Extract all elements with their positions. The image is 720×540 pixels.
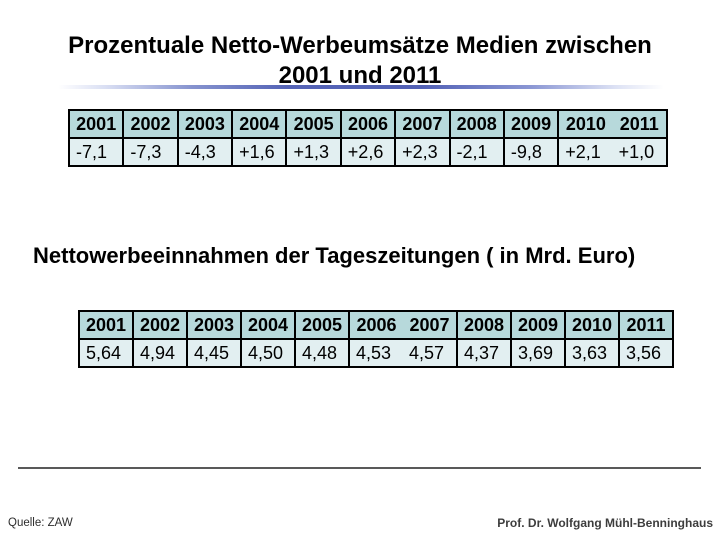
- year-header-row: 2001 2002 2003 2004 2005 2006 2007 2008 2009 2010…: [78, 310, 674, 340]
- year-header-cell: 2009: [502, 109, 560, 139]
- year-header-cell: 2003: [176, 109, 234, 139]
- value-cell: -7,1: [67, 137, 125, 167]
- year-header-cell: 2005: [294, 310, 350, 340]
- year-header-cell: 2006: [339, 109, 397, 139]
- year-header-cell: 2004: [240, 310, 296, 340]
- year-header-row: 2001 2002 2003 2004 2005 2006 2007 2008 2009 2010…: [67, 109, 669, 139]
- year-header-cell: 2010: [564, 310, 620, 340]
- title-divider-gradient: [58, 85, 664, 89]
- value-cell: -2,1: [448, 137, 505, 167]
- year-header-cell: 2008: [448, 109, 505, 139]
- year-header-cell: 2008: [456, 310, 512, 340]
- value-cell: -4,3: [176, 137, 234, 167]
- value-cell: +1,0: [612, 137, 669, 167]
- value-cell: 4,50: [240, 338, 296, 368]
- newspaper-revenue-subtitle: Nettowerbeeinnahmen der Tageszeitungen (…: [33, 243, 636, 269]
- slide-title: Prozentuale Netto-Werbeumsätze Medien zw…: [0, 31, 720, 91]
- value-cell: 4,94: [132, 338, 188, 368]
- year-header-cell: 2011: [618, 310, 674, 340]
- source-note: Quelle: ZAW: [8, 517, 73, 529]
- value-cell: -7,3: [122, 137, 179, 167]
- value-cell: 3,69: [510, 338, 566, 368]
- value-cell: +2,1: [557, 137, 613, 167]
- year-header-cell: 2001: [67, 109, 125, 139]
- value-cell: 4,48: [294, 338, 350, 368]
- year-header-cell: 2007: [403, 310, 458, 340]
- author-credit: Prof. Dr. Wolfgang Mühl-Benninghaus: [497, 516, 713, 530]
- media-net-ad-revenue-percent-table: 2001 2002 2003 2004 2005 2006 2007 2008 2009 2010…: [67, 109, 669, 167]
- newspaper-net-ad-revenue-table: 2001 2002 2003 2004 2005 2006 2007 2008 2009 2010…: [78, 310, 674, 368]
- year-header-cell: 2007: [394, 109, 451, 139]
- year-header-cell: 2002: [122, 109, 179, 139]
- value-row: 5,64 4,94 4,45 4,50 4,48 4,53 4,57 4,37 3,69 3,63…: [78, 338, 674, 368]
- slide-title-line2: 2001 und 2011: [278, 62, 442, 90]
- year-header-cell: 2005: [285, 109, 342, 139]
- year-header-cell: 2006: [348, 310, 403, 340]
- year-header-cell: 2009: [510, 310, 566, 340]
- value-cell: -9,8: [502, 137, 560, 167]
- value-row: -7,1 -7,3 -4,3 +1,6 +1,3 +2,6 +2,3 -2,1 -9,8 +2,1…: [67, 137, 669, 167]
- year-header-cell: 2002: [132, 310, 188, 340]
- value-cell: 4,53: [348, 338, 403, 368]
- value-cell: 4,37: [456, 338, 512, 368]
- value-cell: 3,56: [618, 338, 674, 368]
- value-cell: +2,3: [394, 137, 451, 167]
- slide-title-line1: Prozentuale Netto-Werbeumsätze Medien zw…: [68, 32, 652, 60]
- value-cell: 4,45: [186, 338, 242, 368]
- value-cell: +1,3: [285, 137, 342, 167]
- year-header-cell: 2010: [557, 109, 613, 139]
- year-header-cell: 2001: [78, 310, 134, 340]
- year-header-cell: 2004: [231, 109, 288, 139]
- value-cell: +2,6: [339, 137, 397, 167]
- year-header-cell: 2003: [186, 310, 242, 340]
- value-cell: +1,6: [231, 137, 288, 167]
- year-header-cell: 2011: [612, 109, 669, 139]
- value-cell: 4,57: [403, 338, 458, 368]
- footer-divider: [18, 467, 701, 469]
- value-cell: 3,63: [564, 338, 620, 368]
- value-cell: 5,64: [78, 338, 134, 368]
